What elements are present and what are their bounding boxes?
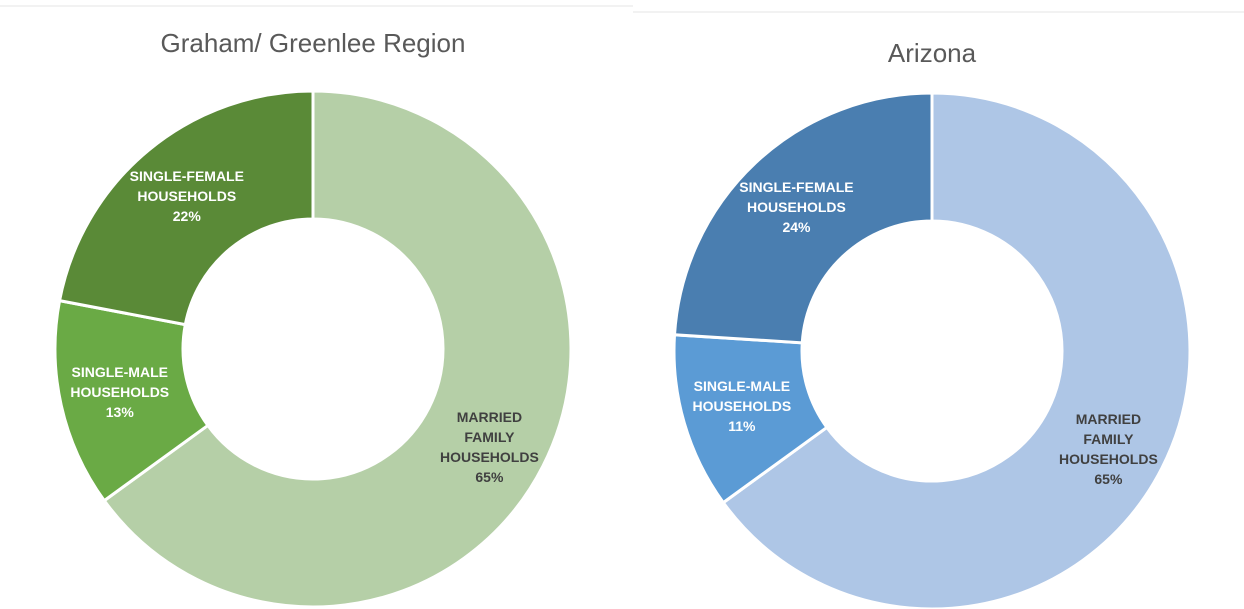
slice-label: SINGLE-FEMALE HOUSEHOLDS 24% — [731, 162, 861, 252]
value-label: 24% — [782, 218, 811, 235]
value-label: 22% — [172, 208, 201, 225]
category-label: SINGLE-MALE HOUSEHOLDS — [692, 378, 792, 415]
slice-label-box: SINGLE-MALE HOUSEHOLDS 11% — [677, 361, 807, 451]
value-label: 65% — [475, 468, 504, 485]
slice-label-box: MARRIED FAMILY HOUSEHOLDS 65% — [1053, 404, 1163, 494]
category-label: SINGLE-FEMALE HOUSEHOLDS — [739, 178, 854, 215]
chart-title: Arizona — [888, 38, 977, 68]
category-label: SINGLE-MALE HOUSEHOLDS — [70, 364, 170, 401]
slice-label: MARRIED FAMILY HOUSEHOLDS 65% — [434, 402, 544, 492]
category-label: MARRIED FAMILY HOUSEHOLDS — [1059, 410, 1158, 467]
slice-label: SINGLE-MALE HOUSEHOLDS 11% — [677, 361, 807, 451]
value-label: 11% — [728, 418, 756, 435]
slice-label: SINGLE-FEMALE HOUSEHOLDS 22% — [122, 151, 252, 241]
slice-label: SINGLE-MALE HOUSEHOLDS 13% — [55, 347, 185, 437]
slice-label-box: SINGLE-MALE HOUSEHOLDS 13% — [55, 347, 185, 437]
slice-label-box: SINGLE-FEMALE HOUSEHOLDS 24% — [731, 162, 861, 252]
donut-slice — [672, 91, 934, 345]
donut-slice — [721, 91, 1192, 609]
donut-slice — [102, 89, 573, 609]
slice-label-box: SINGLE-FEMALE HOUSEHOLDS 22% — [122, 151, 252, 241]
value-label: 13% — [105, 404, 134, 421]
donut-slice — [57, 89, 315, 327]
category-label: MARRIED FAMILY HOUSEHOLDS — [440, 408, 539, 465]
chart-title: Graham/ Greenlee Region — [161, 28, 466, 58]
category-label: SINGLE-FEMALE HOUSEHOLDS — [129, 168, 244, 205]
slice-label: MARRIED FAMILY HOUSEHOLDS 65% — [1053, 404, 1163, 494]
slice-label-box: MARRIED FAMILY HOUSEHOLDS 65% — [434, 402, 544, 492]
value-label: 65% — [1094, 470, 1123, 487]
